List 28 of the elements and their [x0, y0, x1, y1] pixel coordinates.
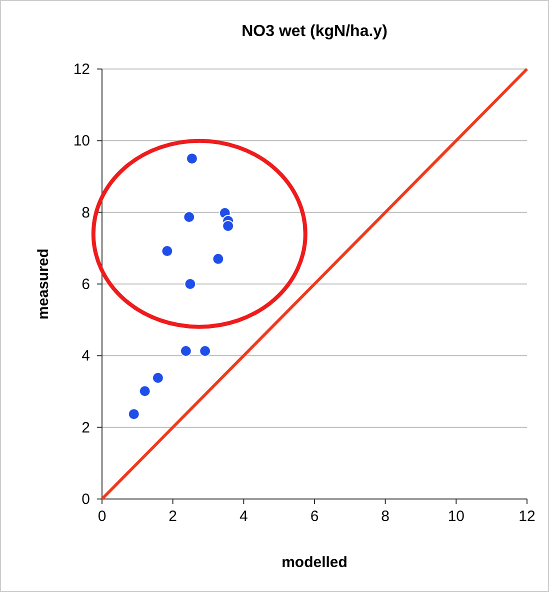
x-tick-label: 4 — [239, 508, 248, 525]
y-axis-title: measured — [35, 248, 52, 320]
point — [180, 345, 192, 358]
point — [152, 372, 164, 384]
point — [199, 345, 212, 358]
point — [183, 210, 196, 223]
x-tick-label: 6 — [310, 508, 319, 525]
x-tick-label: 8 — [381, 508, 390, 525]
point — [222, 220, 234, 232]
y-tick-label: 4 — [82, 348, 90, 365]
y-tick-label: 12 — [73, 61, 90, 78]
x-tick-label: 2 — [168, 508, 178, 525]
x-tick-label: 10 — [448, 508, 465, 525]
point — [138, 385, 151, 398]
point — [212, 252, 224, 265]
point — [184, 278, 196, 290]
point — [128, 408, 140, 420]
x-tick-label: 0 — [98, 508, 106, 525]
chart-title: NO3 wet (kgN/ha.y) — [242, 23, 388, 40]
y-tick-label: 8 — [82, 204, 90, 222]
y-tick-label: 10 — [73, 132, 90, 150]
x-tick-label: 12 — [518, 508, 536, 525]
y-tick-label: 2 — [82, 419, 90, 436]
y-tick-label: 0 — [82, 491, 90, 508]
point — [161, 245, 174, 258]
x-axis-title: modelled — [282, 554, 348, 571]
point — [186, 152, 198, 165]
y-tick-label: 6 — [82, 276, 90, 293]
